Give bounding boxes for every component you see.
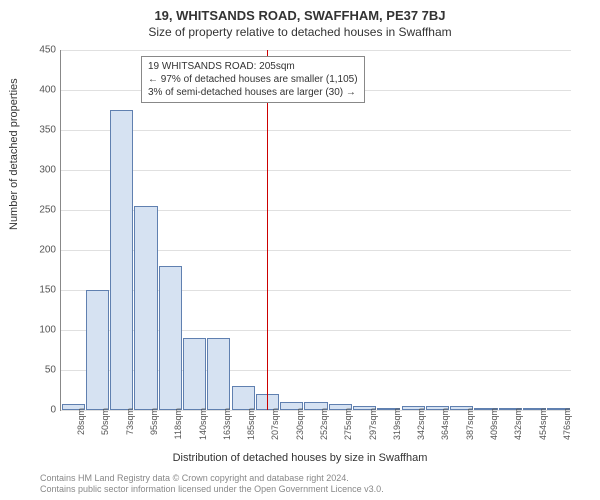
histogram-bar xyxy=(232,386,255,410)
xtick-label: 387sqm xyxy=(465,408,475,440)
page-title: 19, WHITSANDS ROAD, SWAFFHAM, PE37 7BJ xyxy=(0,0,600,23)
ytick-label: 250 xyxy=(26,205,56,216)
chart-area: 19 WHITSANDS ROAD: 205sqm ← 97% of detac… xyxy=(60,50,570,410)
gridline xyxy=(61,50,571,51)
annotation-box: 19 WHITSANDS ROAD: 205sqm ← 97% of detac… xyxy=(141,56,365,103)
ytick-label: 100 xyxy=(26,325,56,336)
gridline xyxy=(61,170,571,171)
xtick-label: 185sqm xyxy=(246,408,256,440)
xtick-label: 319sqm xyxy=(392,408,402,440)
xtick-label: 297sqm xyxy=(368,408,378,440)
gridline xyxy=(61,130,571,131)
histogram-bar xyxy=(207,338,230,410)
xtick-label: 364sqm xyxy=(440,408,450,440)
annotation-line2: ← 97% of detached houses are smaller (1,… xyxy=(148,73,358,86)
xtick-label: 432sqm xyxy=(513,408,523,440)
ytick-label: 150 xyxy=(26,285,56,296)
y-axis-label: Number of detached properties xyxy=(8,78,20,230)
footer-attribution: Contains HM Land Registry data © Crown c… xyxy=(40,473,384,496)
x-axis-label: Distribution of detached houses by size … xyxy=(0,452,600,464)
histogram-bar xyxy=(134,206,157,410)
footer-line1: Contains HM Land Registry data © Crown c… xyxy=(40,473,384,485)
footer-line2: Contains public sector information licen… xyxy=(40,484,384,496)
ytick-label: 0 xyxy=(26,405,56,416)
xtick-label: 230sqm xyxy=(295,408,305,440)
histogram-bar xyxy=(110,110,133,410)
histogram-bar xyxy=(183,338,206,410)
xtick-label: 454sqm xyxy=(538,408,548,440)
ytick-label: 450 xyxy=(26,45,56,56)
histogram-bar xyxy=(86,290,109,410)
xtick-label: 163sqm xyxy=(222,408,232,440)
xtick-label: 207sqm xyxy=(270,408,280,440)
ytick-label: 350 xyxy=(26,125,56,136)
histogram-bar xyxy=(159,266,182,410)
xtick-label: 275sqm xyxy=(343,408,353,440)
xtick-label: 73sqm xyxy=(125,408,135,435)
xtick-label: 28sqm xyxy=(76,408,86,435)
xtick-label: 140sqm xyxy=(198,408,208,440)
chart-subtitle: Size of property relative to detached ho… xyxy=(0,23,600,39)
xtick-label: 50sqm xyxy=(100,408,110,435)
plot-region: 19 WHITSANDS ROAD: 205sqm ← 97% of detac… xyxy=(60,50,571,411)
xtick-label: 409sqm xyxy=(489,408,499,440)
ytick-label: 200 xyxy=(26,245,56,256)
marker-line xyxy=(267,50,268,410)
xtick-label: 118sqm xyxy=(173,408,183,439)
annotation-line3: 3% of semi-detached houses are larger (3… xyxy=(148,86,358,99)
xtick-label: 476sqm xyxy=(562,408,572,440)
annotation-line1: 19 WHITSANDS ROAD: 205sqm xyxy=(148,60,358,73)
xtick-label: 252sqm xyxy=(319,408,329,440)
xtick-label: 95sqm xyxy=(149,408,159,435)
ytick-label: 300 xyxy=(26,165,56,176)
ytick-label: 50 xyxy=(26,365,56,376)
ytick-label: 400 xyxy=(26,85,56,96)
xtick-label: 342sqm xyxy=(416,408,426,440)
